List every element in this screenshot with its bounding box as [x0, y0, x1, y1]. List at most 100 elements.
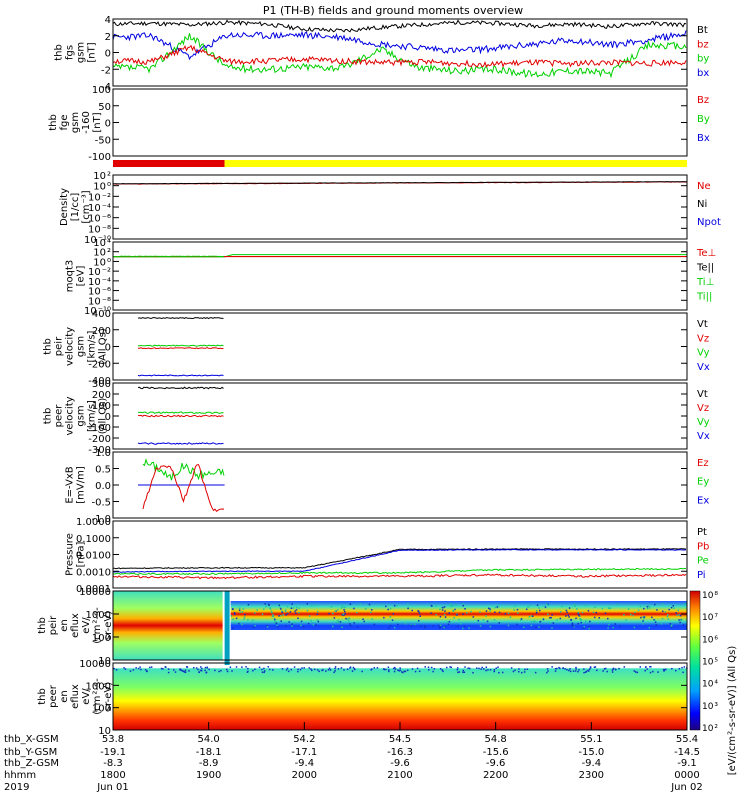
- peir-speckle: [343, 609, 345, 611]
- peir-speckle: [443, 626, 445, 629]
- peir-speckle: [349, 623, 351, 625]
- peer-speckle: [456, 667, 459, 669]
- y-tick-label: 1.0: [95, 448, 111, 459]
- peir-speckle: [291, 623, 293, 625]
- peir-speckle: [241, 623, 243, 626]
- peir-speckle: [653, 618, 655, 621]
- peir-speckle: [579, 617, 581, 620]
- peir-speckle: [307, 622, 310, 625]
- peir-speckle: [579, 615, 581, 617]
- peir-speckle: [271, 611, 273, 614]
- peer-speckle: [554, 667, 557, 670]
- peir-speckle: [338, 621, 340, 624]
- peir-speckle: [549, 622, 551, 624]
- peer-speckle: [297, 668, 299, 671]
- y-axis-label: eflux: [70, 613, 81, 638]
- peir-speckle: [272, 614, 274, 616]
- peir-speckle: [279, 606, 282, 609]
- peir-speckle: [344, 613, 346, 615]
- peer-speckle: [569, 668, 571, 670]
- peir-speckle: [513, 609, 515, 611]
- peir-speckle: [629, 613, 632, 616]
- peer-speckle: [388, 669, 390, 671]
- peer-speckle: [206, 666, 208, 669]
- legend-entry: Te⊥: [696, 248, 716, 259]
- peer-speckle: [551, 666, 553, 668]
- y-axis-label: Density: [59, 188, 70, 226]
- peir-speckle: [281, 611, 284, 614]
- peir-speckle: [565, 615, 567, 617]
- peer-speckle: [321, 669, 323, 672]
- peir-speckle: [477, 619, 480, 622]
- x-year-label: 2019: [4, 782, 29, 793]
- peir-speckle: [494, 611, 496, 614]
- peer-speckle: [510, 667, 513, 669]
- peir-speckle: [359, 603, 362, 605]
- peer-speckle: [220, 669, 222, 672]
- panel-frame-density: [112, 174, 688, 240]
- peir-speckle: [393, 604, 396, 607]
- peir-speckle: [356, 611, 358, 614]
- peir-speckle: [340, 607, 343, 609]
- x-row-value: -9.6: [390, 758, 410, 769]
- peir-speckle: [419, 615, 421, 617]
- peer-speckle: [674, 669, 677, 672]
- peer-speckle: [149, 666, 151, 669]
- legends-group: Bt bz by bx Bz By Bx Ne Ni Npot Te⊥ Te|| Ti⊥ Ti|| Vt Vz…: [696, 25, 721, 581]
- peir-speckle: [470, 610, 472, 613]
- peer-speckle: [322, 669, 324, 671]
- mode-bar-segment: [224, 160, 687, 167]
- peer-speckle: [572, 670, 575, 672]
- x-row-value: 53.8: [102, 734, 124, 745]
- y-tick-label: 10 ⁻⁸: [88, 224, 111, 235]
- peir-speckle: [583, 625, 585, 628]
- peir-speckle: [667, 618, 670, 620]
- peer-speckle: [414, 670, 417, 673]
- peir-speckle: [288, 621, 290, 623]
- peir-speckle: [660, 623, 662, 625]
- peer-speckle: [310, 668, 312, 670]
- peir-speckle: [241, 611, 244, 613]
- peir-speckle: [342, 606, 344, 608]
- peer-speckle: [462, 669, 465, 672]
- peer-speckle: [352, 666, 355, 669]
- peir-speckle: [496, 606, 499, 608]
- y-tick-label: 10 ²: [93, 248, 111, 259]
- y-tick-label: 4: [105, 15, 111, 26]
- peer-speckle: [449, 666, 451, 668]
- peir-speckle: [581, 622, 584, 624]
- peer-speckle: [325, 670, 327, 672]
- peir-speckle: [437, 624, 440, 627]
- peir-speckle: [439, 624, 442, 627]
- peer-speckle: [346, 668, 349, 671]
- peir-speckle: [609, 607, 612, 610]
- peir-speckle: [520, 618, 523, 620]
- peer-speckle: [487, 669, 489, 671]
- peir-speckle: [432, 625, 434, 627]
- peer-speckle: [588, 670, 590, 672]
- peir-speckle: [446, 621, 449, 623]
- y-tick-label: 200: [92, 326, 111, 337]
- peir-speckle: [646, 605, 649, 608]
- bt-line: [112, 19, 687, 33]
- legend-entry: bx: [697, 68, 709, 79]
- peir-speckle: [664, 611, 667, 613]
- colorbar-tick-label: 10 ⁴: [702, 680, 718, 690]
- peir-speckle: [267, 603, 270, 606]
- peir-speckle: [637, 609, 640, 612]
- peer-speckle: [329, 669, 332, 671]
- peer-speckle: [132, 669, 135, 671]
- peir-speckle: [530, 615, 533, 617]
- peir-speckle: [393, 626, 396, 629]
- peer-speckle: [318, 670, 320, 673]
- peir-speckle: [627, 608, 630, 610]
- peir-speckle: [271, 615, 274, 618]
- y-tick-label: 10 ⁰: [93, 182, 111, 193]
- colorbar-tick-label: 10 ²: [702, 724, 718, 734]
- peer-speckle: [340, 667, 343, 669]
- peir-speckle: [285, 614, 287, 616]
- peir-speckle: [389, 607, 392, 610]
- peer-speckle: [585, 670, 588, 673]
- pi-line: [112, 548, 687, 573]
- y-axis-label: thb: [54, 44, 65, 61]
